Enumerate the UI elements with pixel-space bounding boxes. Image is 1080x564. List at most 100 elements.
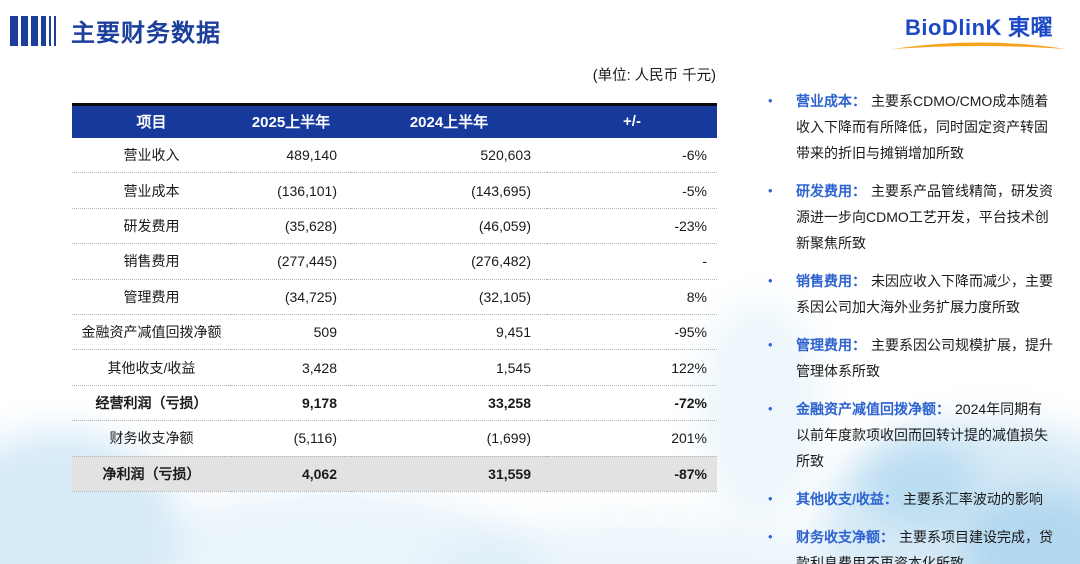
bullet-icon: • — [768, 273, 773, 288]
item-cell: 经营利润（亏损） — [72, 385, 231, 422]
financial-table: 项目 2025上半年 2024上半年 +/- 营业收入 489,140 520,603 -6… — [72, 103, 717, 492]
change-cell: -72% — [547, 385, 717, 422]
note-item: • 其他收支/收益： 主要系汇率波动的影响 — [768, 486, 1056, 512]
notes-list: • 营业成本： 主要系CDMO/CMO成本随着收入下降而有所降低，同时固定资产转固带… — [768, 88, 1056, 564]
logo-swoosh-icon — [892, 42, 1066, 49]
watercolor-blob — [120, 490, 540, 564]
bullet-icon: • — [768, 183, 773, 198]
value-2025-cell: 9,178 — [231, 385, 351, 422]
change-cell: 122% — [547, 349, 717, 386]
note-body: 研发费用： 主要系产品管线精简，研发资源进一步向CDMO工艺开发，平台技术创新聚焦… — [796, 178, 1056, 256]
item-cell: 净利润（亏损） — [72, 456, 231, 492]
value-2024-cell: 9,451 — [351, 314, 547, 351]
item-cell: 营业收入 — [72, 137, 231, 174]
bullet-icon: • — [768, 529, 773, 544]
logo-brand: BioDlinK — [905, 15, 1002, 40]
change-cell: -23% — [547, 208, 717, 245]
note-label: 财务收支净额： — [796, 529, 894, 545]
value-2024-cell: 520,603 — [351, 137, 547, 174]
value-2024-cell: 33,258 — [351, 385, 547, 422]
value-2025-cell: 489,140 — [231, 137, 351, 174]
note-item: • 财务收支净额： 主要系项目建设完成，贷款利息费用不再资本化所致 — [768, 524, 1056, 564]
change-cell: - — [547, 243, 717, 280]
value-2025-cell: (277,445) — [231, 243, 351, 280]
unit-label: (单位: 人民币 千元) — [592, 68, 716, 84]
title-bars-icon — [10, 15, 59, 46]
value-2025-cell: (5,116) — [231, 420, 351, 457]
table-row: 营业收入 489,140 520,603 -6% — [72, 137, 717, 174]
column-header: +/- — [623, 113, 641, 131]
company-logo: BioDlinK 東曜 — [890, 10, 1068, 52]
note-label: 其他收支/收益： — [796, 491, 898, 507]
note-label: 销售费用： — [796, 273, 866, 289]
value-2025-cell: (35,628) — [231, 208, 351, 245]
value-2024-cell: (46,059) — [351, 208, 547, 245]
change-cell: -87% — [547, 456, 717, 492]
note-item: • 销售费用： 未因应收入下降而减少，主要系因公司加大海外业务扩展力度所致 — [768, 268, 1056, 320]
note-body: 其他收支/收益： 主要系汇率波动的影响 — [796, 486, 1056, 512]
table-row: 销售费用 (277,445) (276,482) - — [72, 243, 717, 280]
note-text: 主要系因公司规模扩展，提升管理体系所致 — [796, 337, 1053, 379]
table-header-row: 项目 2025上半年 2024上半年 +/- — [72, 104, 717, 138]
table-row: 其他收支/收益 3,428 1,545 122% — [72, 349, 717, 386]
item-cell: 管理费用 — [72, 279, 231, 315]
value-2024-cell: 31,559 — [351, 456, 547, 492]
bullet-icon: • — [768, 401, 773, 416]
note-item: • 管理费用： 主要系因公司规模扩展，提升管理体系所致 — [768, 332, 1056, 384]
column-header: 2024上半年 — [409, 114, 489, 132]
item-cell: 营业成本 — [72, 172, 231, 209]
value-2024-cell: 1,545 — [351, 349, 547, 386]
value-2025-cell: 3,428 — [231, 349, 351, 386]
change-cell: -6% — [547, 137, 717, 174]
note-item: • 研发费用： 主要系产品管线精简，研发资源进一步向CDMO工艺开发，平台技术创新聚… — [768, 178, 1056, 256]
item-cell: 金融资产减值回拨净额 — [72, 314, 231, 351]
item-cell: 财务收支净额 — [72, 420, 231, 457]
financial-table-body: 营业收入 489,140 520,603 -6% 营业成本 (136,101) (143,6… — [72, 137, 717, 492]
note-body: 管理费用： 主要系因公司规模扩展，提升管理体系所致 — [796, 332, 1056, 384]
value-2025-cell: (136,101) — [231, 172, 351, 209]
value-2025-cell: 4,062 — [231, 456, 351, 492]
note-body: 财务收支净额： 主要系项目建设完成，贷款利息费用不再资本化所致 — [796, 524, 1056, 564]
change-cell: -5% — [547, 172, 717, 209]
change-cell: 8% — [547, 279, 717, 315]
note-item: • 金融资产减值回拨净额： 2024年同期有以前年度款项收回而回转计提的减值损失所致 — [768, 396, 1056, 474]
table-row: 研发费用 (35,628) (46,059) -23% — [72, 208, 717, 245]
note-body: 销售费用： 未因应收入下降而减少，主要系因公司加大海外业务扩展力度所致 — [796, 268, 1056, 320]
bullet-icon: • — [768, 337, 773, 352]
bullet-icon: • — [768, 491, 773, 506]
table-row: 财务收支净额 (5,116) (1,699) 201% — [72, 420, 717, 457]
note-text: 主要系汇率波动的影响 — [902, 491, 1043, 507]
note-label: 研发费用： — [796, 183, 866, 199]
table-row: 管理费用 (34,725) (32,105) 8% — [72, 279, 717, 315]
item-cell: 研发费用 — [72, 208, 231, 245]
value-2025-cell: (34,725) — [231, 279, 351, 315]
item-cell: 其他收支/收益 — [72, 349, 231, 386]
note-item: • 营业成本： 主要系CDMO/CMO成本随着收入下降而有所降低，同时固定资产转固带… — [768, 88, 1056, 166]
note-label: 管理费用： — [796, 337, 866, 353]
note-text: 2024年同期有以前年度款项收回而回转计提的减值损失所致 — [796, 401, 1048, 469]
note-text: 未因应收入下降而减少，主要系因公司加大海外业务扩展力度所致 — [796, 273, 1053, 315]
value-2024-cell: (32,105) — [351, 279, 547, 315]
note-body: 营业成本： 主要系CDMO/CMO成本随着收入下降而有所降低，同时固定资产转固带来… — [796, 88, 1056, 166]
bullet-icon: • — [768, 93, 773, 108]
table-row: 净利润（亏损） 4,062 31,559 -87% — [72, 456, 717, 492]
page-header: 主要财务数据 — [10, 13, 221, 48]
note-text: 主要系项目建设完成，贷款利息费用不再资本化所致 — [796, 529, 1053, 564]
page-title: 主要财务数据 — [71, 20, 221, 47]
item-cell: 销售费用 — [72, 243, 231, 280]
table-row: 经营利润（亏损） 9,178 33,258 -72% — [72, 385, 717, 422]
logo-cjk: 東曜 — [1007, 15, 1053, 40]
change-cell: -95% — [547, 314, 717, 351]
value-2025-cell: 509 — [231, 314, 351, 351]
change-cell: 201% — [547, 420, 717, 457]
value-2024-cell: (143,695) — [351, 172, 547, 209]
table-row: 金融资产减值回拨净额 509 9,451 -95% — [72, 314, 717, 351]
note-text: 主要系CDMO/CMO成本随着收入下降而有所降低，同时固定资产转固带来的折旧与摊… — [796, 93, 1049, 161]
note-body: 金融资产减值回拨净额： 2024年同期有以前年度款项收回而回转计提的减值损失所致 — [796, 396, 1056, 474]
note-text: 主要系产品管线精简，研发资源进一步向CDMO工艺开发，平台技术创新聚焦所致 — [796, 183, 1053, 251]
column-header: 2025上半年 — [251, 114, 331, 132]
table-row: 营业成本 (136,101) (143,695) -5% — [72, 172, 717, 209]
value-2024-cell: (276,482) — [351, 243, 547, 280]
value-2024-cell: (1,699) — [351, 420, 547, 457]
